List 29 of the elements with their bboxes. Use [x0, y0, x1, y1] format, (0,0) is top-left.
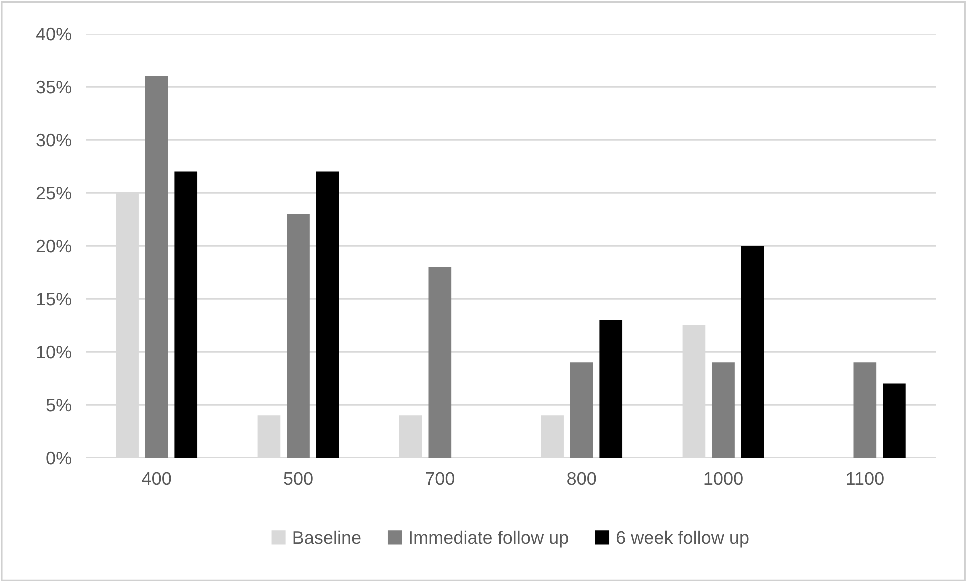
y-tick-label: 10%	[37, 346, 72, 359]
bar	[741, 246, 764, 458]
x-tick-label: 800	[568, 472, 596, 486]
x-tick-label: 1000	[704, 472, 743, 486]
bar	[854, 362, 877, 458]
y-tick-label: 30%	[36, 134, 72, 147]
x-tick-label: 1100	[847, 472, 884, 486]
bar	[712, 362, 735, 458]
bar	[287, 214, 310, 458]
legend-label: 6 week follow up	[616, 530, 749, 548]
y-tick-label: 0%	[46, 452, 72, 465]
bar	[600, 320, 623, 458]
y-tick-label: 5%	[46, 399, 72, 412]
y-tick-label: 35%	[36, 80, 72, 94]
y-tick-label: 25%	[36, 186, 72, 200]
bar	[570, 362, 594, 458]
bar	[174, 172, 198, 458]
y-tick-label: 40%	[36, 28, 72, 41]
legend-label: Baseline	[294, 530, 361, 544]
bar	[883, 384, 906, 458]
y-tick-label: 20%	[36, 240, 72, 253]
x-tick-label: 700	[426, 472, 455, 486]
legend-label: Immediate follow up	[410, 530, 568, 548]
x-tick-label: 400	[142, 472, 172, 486]
y-tick-label: 15%	[37, 293, 72, 306]
x-tick-label: 500	[284, 472, 313, 486]
bar	[316, 172, 340, 458]
bar	[428, 267, 452, 458]
bar	[145, 76, 168, 458]
